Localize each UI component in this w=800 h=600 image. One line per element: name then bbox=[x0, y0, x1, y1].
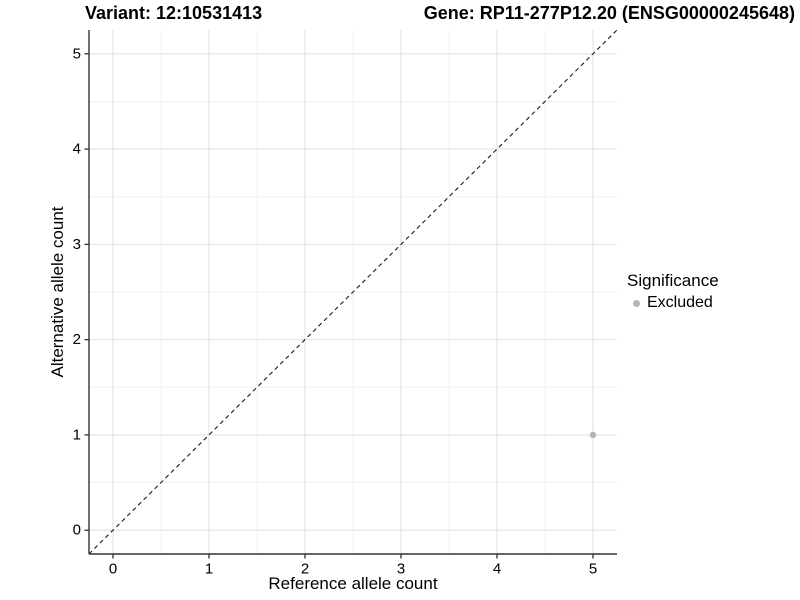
legend-title: Significance bbox=[627, 271, 719, 290]
variant-title: Variant: 12:10531413 bbox=[85, 3, 263, 23]
x-tick-label: 0 bbox=[109, 560, 117, 577]
x-tick-label: 3 bbox=[397, 560, 405, 577]
legend: Significance Excluded bbox=[627, 270, 719, 313]
x-axis-title: Reference allele count bbox=[268, 574, 438, 593]
gene-title: Gene: RP11-277P12.20 (ENSG00000245648) bbox=[423, 3, 795, 23]
y-tick-label: 4 bbox=[73, 141, 81, 158]
identity-line bbox=[88, 29, 618, 555]
y-tick-label: 5 bbox=[73, 45, 81, 62]
y-tick-label: 1 bbox=[73, 426, 81, 443]
x-tick-label: 1 bbox=[205, 560, 213, 577]
legend-point-swatch bbox=[633, 299, 640, 307]
legend-entry-excluded: Excluded bbox=[627, 293, 719, 313]
legend-entry-label: Excluded bbox=[647, 294, 713, 311]
title-row: Variant: 12:10531413 Gene: RP11-277P12.2… bbox=[85, 3, 795, 24]
y-axis-title: Alternative allele count bbox=[48, 206, 67, 378]
y-tick-label: 0 bbox=[73, 522, 81, 539]
x-tick-label: 2 bbox=[301, 560, 309, 577]
x-tick-label: 5 bbox=[589, 560, 597, 577]
y-tick-label: 3 bbox=[73, 236, 81, 253]
x-tick-label: 4 bbox=[493, 560, 501, 577]
y-tick-label: 2 bbox=[73, 331, 81, 348]
data-point bbox=[589, 431, 597, 439]
